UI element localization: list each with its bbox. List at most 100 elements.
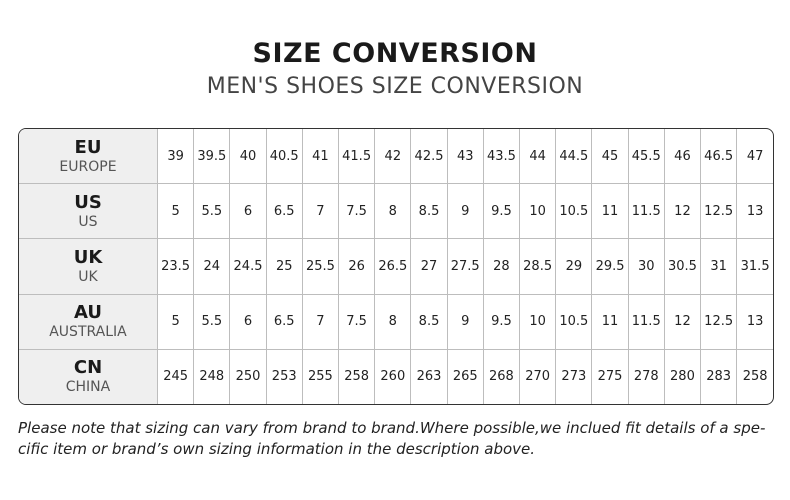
size-cell: 263 bbox=[410, 348, 448, 404]
size-cell: 39.5 bbox=[193, 129, 231, 185]
size-cell: 24 bbox=[193, 238, 231, 295]
size-cell: 25.5 bbox=[301, 238, 340, 295]
region-code: CN bbox=[73, 357, 103, 379]
size-cell: 29.5 bbox=[591, 238, 629, 295]
size-cell: 9 bbox=[446, 183, 484, 240]
row-header: US US bbox=[19, 183, 158, 240]
size-cell: 5.5 bbox=[193, 293, 231, 350]
size-cell: 43 bbox=[446, 129, 484, 185]
size-cell: 9.5 bbox=[482, 183, 521, 240]
size-cell: 31.5 bbox=[736, 238, 773, 295]
size-cell: 6.5 bbox=[265, 293, 303, 350]
size-conversion-table: EU EUROPE 39 39.5 40 40.5 41 41.5 42 42.5 43 43.5 44… bbox=[18, 128, 774, 405]
row-header: AU AUSTRALIA bbox=[19, 293, 158, 350]
size-cell: 9.5 bbox=[482, 293, 521, 350]
size-cell: 258 bbox=[338, 348, 376, 404]
size-cell: 7.5 bbox=[338, 183, 376, 240]
sizing-note: Please note that sizing can vary from br… bbox=[18, 418, 778, 460]
size-cell: 260 bbox=[374, 348, 412, 404]
size-cell: 280 bbox=[663, 348, 702, 404]
size-cell: 10.5 bbox=[555, 183, 593, 240]
size-cell: 40 bbox=[229, 129, 267, 185]
size-cell: 6 bbox=[229, 293, 267, 350]
size-cell: 24.5 bbox=[229, 238, 267, 295]
size-cell: 248 bbox=[193, 348, 231, 404]
size-cell: 278 bbox=[627, 348, 665, 404]
size-cell: 43.5 bbox=[482, 129, 521, 185]
size-cell: 13 bbox=[736, 183, 773, 240]
size-cell: 29 bbox=[555, 238, 593, 295]
region-name: AUSTRALIA bbox=[49, 324, 127, 341]
region-code: UK bbox=[73, 246, 103, 268]
table-row-eu: EU EUROPE 39 39.5 40 40.5 41 41.5 42 42.5 43 43.5 44… bbox=[19, 129, 773, 185]
region-code: EU bbox=[74, 136, 102, 158]
size-cell: 11.5 bbox=[627, 183, 665, 240]
size-cell: 8 bbox=[374, 293, 412, 350]
size-cell: 12.5 bbox=[700, 293, 738, 350]
size-cell: 253 bbox=[265, 348, 303, 404]
size-cell: 28 bbox=[482, 238, 521, 295]
size-cell: 25 bbox=[265, 238, 303, 295]
size-cell: 31 bbox=[700, 238, 738, 295]
row-header: UK UK bbox=[19, 238, 158, 295]
size-cell: 30 bbox=[627, 238, 665, 295]
size-cell: 7.5 bbox=[338, 293, 376, 350]
size-cell: 6.5 bbox=[265, 183, 303, 240]
size-cell: 7 bbox=[301, 183, 340, 240]
size-cell: 27.5 bbox=[446, 238, 484, 295]
sizing-note-line-2: cific item or brand’s own sizing informa… bbox=[18, 440, 536, 458]
region-name: US bbox=[78, 213, 98, 230]
size-cell: 41.5 bbox=[338, 129, 376, 185]
region-code: US bbox=[74, 191, 102, 213]
size-cell: 28.5 bbox=[519, 238, 557, 295]
size-cell: 265 bbox=[446, 348, 484, 404]
size-cell: 44 bbox=[519, 129, 557, 185]
page-subtitle: MEN'S SHOES SIZE CONVERSION bbox=[206, 74, 584, 99]
size-cell: 245 bbox=[156, 348, 195, 404]
size-cell: 27 bbox=[410, 238, 448, 295]
size-cell: 6 bbox=[229, 183, 267, 240]
size-cell: 270 bbox=[519, 348, 557, 404]
size-cell: 42 bbox=[374, 129, 412, 185]
region-name: UK bbox=[78, 268, 98, 285]
table-row-au: AU AUSTRALIA 5 5.5 6 6.5 7 7.5 8 8.5 9 9.5 10 10.5 11 1… bbox=[19, 293, 773, 350]
size-cell: 26 bbox=[338, 238, 376, 295]
size-cell: 11 bbox=[591, 293, 629, 350]
size-cell: 42.5 bbox=[410, 129, 448, 185]
row-header: EU EUROPE bbox=[19, 129, 158, 185]
size-cell: 39 bbox=[156, 129, 195, 185]
size-cell: 45.5 bbox=[627, 129, 665, 185]
size-cell: 26.5 bbox=[374, 238, 412, 295]
row-header: CN CHINA bbox=[19, 348, 158, 404]
size-cell: 44.5 bbox=[555, 129, 593, 185]
size-cell: 5 bbox=[156, 183, 195, 240]
size-cell: 12.5 bbox=[700, 183, 738, 240]
size-cell: 10 bbox=[519, 183, 557, 240]
size-cell: 47 bbox=[736, 129, 773, 185]
size-cell: 11.5 bbox=[627, 293, 665, 350]
page-title: SIZE CONVERSION bbox=[252, 38, 538, 69]
size-cell: 7 bbox=[301, 293, 340, 350]
size-cell: 5 bbox=[156, 293, 195, 350]
sizing-note-line-1: Please note that sizing can vary from br… bbox=[18, 419, 766, 437]
table-row-uk: UK UK 23.5 24 24.5 25 25.5 26 26.5 27 27.5 28 28.5 29… bbox=[19, 238, 773, 295]
size-cell: 10 bbox=[519, 293, 557, 350]
size-cell: 5.5 bbox=[193, 183, 231, 240]
size-cell: 8 bbox=[374, 183, 412, 240]
size-cell: 11 bbox=[591, 183, 629, 240]
region-code: AU bbox=[74, 302, 102, 324]
size-cell: 40.5 bbox=[265, 129, 303, 185]
size-cell: 30.5 bbox=[663, 238, 702, 295]
size-cell: 283 bbox=[700, 348, 738, 404]
size-cell: 255 bbox=[301, 348, 340, 404]
size-cell: 268 bbox=[482, 348, 521, 404]
size-cell: 8.5 bbox=[410, 293, 448, 350]
size-cell: 10.5 bbox=[555, 293, 593, 350]
size-cell: 46 bbox=[663, 129, 702, 185]
size-cell: 273 bbox=[555, 348, 593, 404]
size-cell: 12 bbox=[663, 293, 702, 350]
size-cell: 41 bbox=[301, 129, 340, 185]
size-cell: 258 bbox=[736, 348, 773, 404]
size-cell: 275 bbox=[591, 348, 629, 404]
size-cell: 23.5 bbox=[156, 238, 195, 295]
